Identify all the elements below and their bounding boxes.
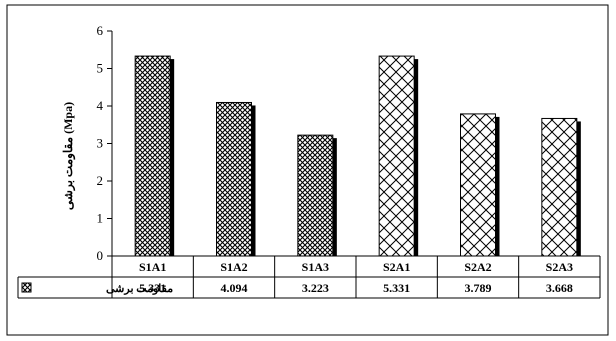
data-value-label: 3.789 <box>465 281 492 295</box>
legend-key <box>21 282 32 293</box>
x-category-label: S1A2 <box>220 260 247 274</box>
data-value-label: 3.668 <box>546 281 573 295</box>
bars <box>134 55 581 257</box>
y-tick-label: 0 <box>97 248 104 263</box>
y-axis-title: مقاومت برشی (Mpa) <box>61 102 76 210</box>
data-value-label: 4.094 <box>221 281 248 295</box>
x-category-label: S1A3 <box>302 260 329 274</box>
bar <box>460 113 496 257</box>
bar <box>541 117 578 257</box>
y-tick-label: 1 <box>97 211 104 226</box>
bar <box>378 55 415 257</box>
data-value-label: 3.223 <box>302 281 329 295</box>
y-tick-label: 3 <box>97 136 104 151</box>
y-tick-label: 5 <box>97 61 104 76</box>
y-tick-label: 4 <box>97 98 104 113</box>
y-tick-label: 6 <box>97 23 104 38</box>
bar <box>134 55 171 257</box>
x-category-label: S2A1 <box>383 260 410 274</box>
bar <box>216 101 252 257</box>
y-axis-ticks: 0 1 2 3 4 5 6 <box>97 23 112 263</box>
y-tick-label: 2 <box>97 173 104 188</box>
data-value-label: 5.331 <box>139 281 166 295</box>
data-table: S1A1 S1A2 S1A3 S2A1 S2A2 S2A3 5.331 4.094 3.223 5… <box>17 255 601 299</box>
x-category-label: S2A2 <box>464 260 491 274</box>
x-category-label: S2A3 <box>546 260 573 274</box>
bar <box>297 134 334 257</box>
legend-series-label: مقاومت برشی <box>106 283 173 295</box>
x-category-label: S1A1 <box>139 260 166 274</box>
data-value-label: 5.331 <box>383 281 410 295</box>
